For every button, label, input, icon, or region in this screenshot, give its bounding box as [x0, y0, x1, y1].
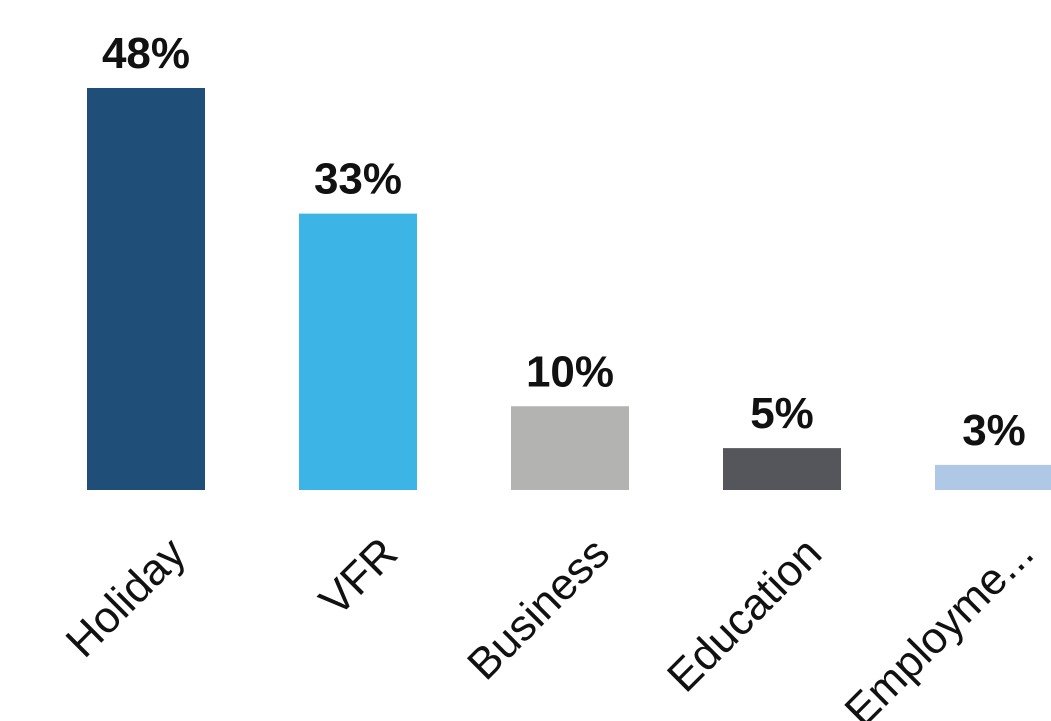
data-label: 5% [750, 389, 814, 438]
bar-vfr [299, 213, 417, 490]
bar-holiday [87, 88, 205, 490]
x-tick-label: Education [658, 528, 831, 701]
bar-business [511, 406, 629, 490]
data-label: 33% [314, 155, 402, 204]
x-tick-label: Business [458, 528, 619, 689]
bar-education [723, 448, 841, 490]
data-label: 3% [962, 406, 1026, 455]
data-label: 10% [526, 347, 614, 396]
bar-employme [935, 464, 1051, 490]
x-tick-label: Holiday [57, 528, 195, 666]
x-tick-label: VFR [310, 528, 407, 625]
data-label: 48% [102, 29, 190, 78]
x-tick-label: Employme... [836, 528, 1044, 721]
